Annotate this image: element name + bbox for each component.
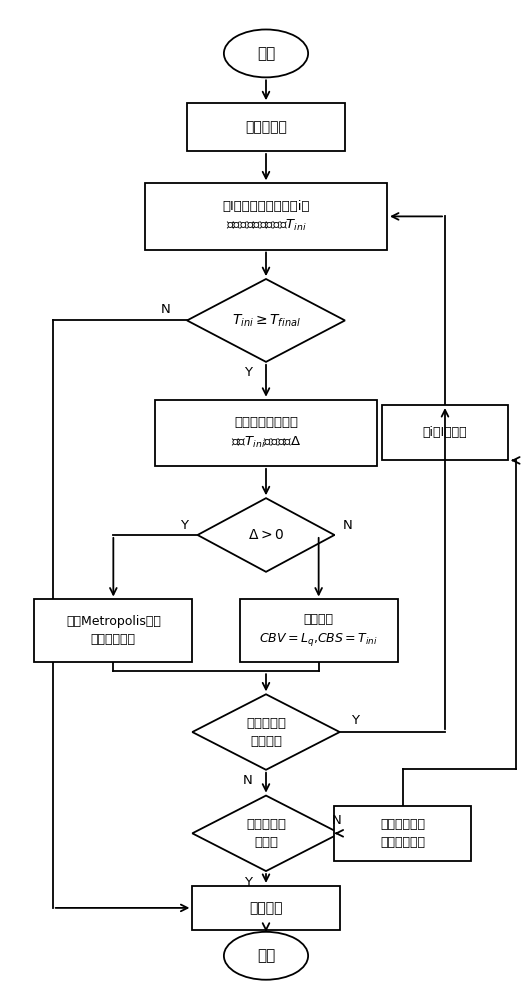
FancyBboxPatch shape xyxy=(382,405,508,460)
Text: N: N xyxy=(343,519,353,532)
Text: 输出结果: 输出结果 xyxy=(250,901,282,915)
FancyBboxPatch shape xyxy=(187,103,345,151)
Text: 根据Metropolis接受
准则接受新解: 根据Metropolis接受 准则接受新解 xyxy=(66,615,161,646)
Text: 扰动产生新的路径
计算$T_{ini}$和时间差$\Delta$: 扰动产生新的路径 计算$T_{ini}$和时间差$\Delta$ xyxy=(231,416,301,450)
Text: 开始: 开始 xyxy=(257,46,275,61)
Text: Y: Y xyxy=(352,714,360,727)
Text: Y: Y xyxy=(244,366,252,379)
Text: 结束: 结束 xyxy=(257,948,275,963)
Text: 在I中选取一个充电站i随
机生成初始路径计算$T_{ini}$: 在I中选取一个充电站i随 机生成初始路径计算$T_{ini}$ xyxy=(222,200,310,233)
Text: $\Delta > 0$: $\Delta > 0$ xyxy=(248,528,284,542)
Text: Y: Y xyxy=(180,519,188,532)
FancyBboxPatch shape xyxy=(35,599,192,662)
Text: Y: Y xyxy=(244,876,252,889)
Text: 接受新解
$CBV=L_q$,$CBS=T_{ini}$: 接受新解 $CBV=L_q$,$CBS=T_{ini}$ xyxy=(259,613,378,648)
Text: $T_{ini} \geq T_{final}$: $T_{ini} \geq T_{final}$ xyxy=(231,312,301,329)
Polygon shape xyxy=(197,498,335,572)
Polygon shape xyxy=(192,694,340,770)
Text: 缓慢降低温度
重置迭代次数: 缓慢降低温度 重置迭代次数 xyxy=(380,818,426,849)
FancyBboxPatch shape xyxy=(335,806,471,861)
Text: 是否有其他
行騶路线: 是否有其他 行騶路线 xyxy=(246,717,286,748)
FancyBboxPatch shape xyxy=(145,183,387,250)
Polygon shape xyxy=(192,796,340,871)
Text: 是否满足终
止条件: 是否满足终 止条件 xyxy=(246,818,286,849)
Ellipse shape xyxy=(224,932,308,980)
Polygon shape xyxy=(187,279,345,362)
FancyBboxPatch shape xyxy=(240,599,397,662)
Text: 把i从I中剥除: 把i从I中剥除 xyxy=(423,426,467,439)
Text: N: N xyxy=(243,774,253,787)
FancyBboxPatch shape xyxy=(155,400,377,466)
Text: N: N xyxy=(161,303,171,316)
Text: N: N xyxy=(332,814,342,827)
Text: 初始化参数: 初始化参数 xyxy=(245,120,287,134)
FancyBboxPatch shape xyxy=(192,886,340,930)
Ellipse shape xyxy=(224,29,308,77)
